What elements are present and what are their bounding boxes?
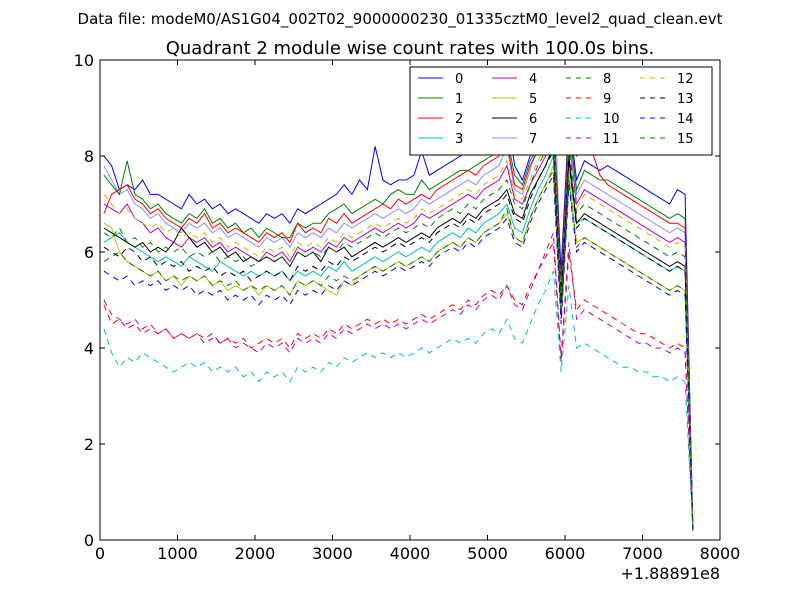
y-tick-label: 10 — [74, 51, 94, 70]
y-tick-label: 8 — [84, 147, 94, 166]
legend-label-9: 9 — [603, 92, 611, 107]
x-tick-label: 6000 — [545, 544, 586, 563]
y-tick-label: 2 — [84, 435, 94, 454]
series-line-7 — [103, 69, 694, 531]
series-line-14 — [103, 173, 694, 531]
y-tick-label: 6 — [84, 243, 94, 262]
legend-label-7: 7 — [529, 132, 537, 147]
legend-label-0: 0 — [455, 72, 463, 87]
legend-label-1: 1 — [455, 92, 463, 107]
legend-label-3: 3 — [455, 132, 463, 147]
series-line-9 — [103, 240, 694, 531]
series-line-10 — [103, 271, 694, 531]
x-tick-label: 4000 — [390, 544, 431, 563]
y-tick-label: 4 — [84, 339, 94, 358]
x-offset-label: +1.88891e8 — [620, 564, 720, 583]
series-line-3 — [103, 155, 694, 531]
legend-label-6: 6 — [529, 112, 537, 127]
plot-title: Quadrant 2 module wise count rates with … — [166, 38, 655, 59]
legend-label-5: 5 — [529, 92, 537, 107]
x-tick-label: 7000 — [622, 544, 663, 563]
series-line-12 — [103, 130, 694, 531]
x-tick-label: 5000 — [467, 544, 508, 563]
series-line-13 — [103, 149, 694, 531]
series-line-6 — [103, 146, 694, 531]
x-tick-label: 1000 — [157, 544, 198, 563]
legend-label-15: 15 — [677, 132, 694, 147]
x-tick-label: 3000 — [312, 544, 353, 563]
series-line-8 — [103, 168, 694, 531]
x-tick-label: 8000 — [700, 544, 741, 563]
legend-frame — [409, 66, 713, 156]
legend-label-10: 10 — [603, 112, 620, 127]
legend-label-14: 14 — [677, 112, 694, 127]
legend-label-8: 8 — [603, 72, 611, 87]
figure-title: Data file: modeM0/AS1G04_002T02_90000002… — [78, 10, 723, 29]
series-line-4 — [103, 136, 694, 531]
legend-label-2: 2 — [455, 112, 463, 127]
series-line-1 — [103, 112, 694, 531]
series-line-0 — [103, 107, 694, 531]
y-tick-label: 0 — [84, 531, 94, 550]
series-line-15 — [103, 134, 694, 531]
series-layer — [103, 69, 694, 531]
legend-label-12: 12 — [677, 72, 694, 87]
x-tick-label: 0 — [95, 544, 105, 563]
legend-label-13: 13 — [677, 92, 694, 107]
series-line-11 — [103, 232, 694, 531]
x-tick-label: 2000 — [235, 544, 276, 563]
legend-label-4: 4 — [529, 72, 537, 87]
legend-label-11: 11 — [603, 132, 620, 147]
series-line-2 — [103, 122, 694, 531]
